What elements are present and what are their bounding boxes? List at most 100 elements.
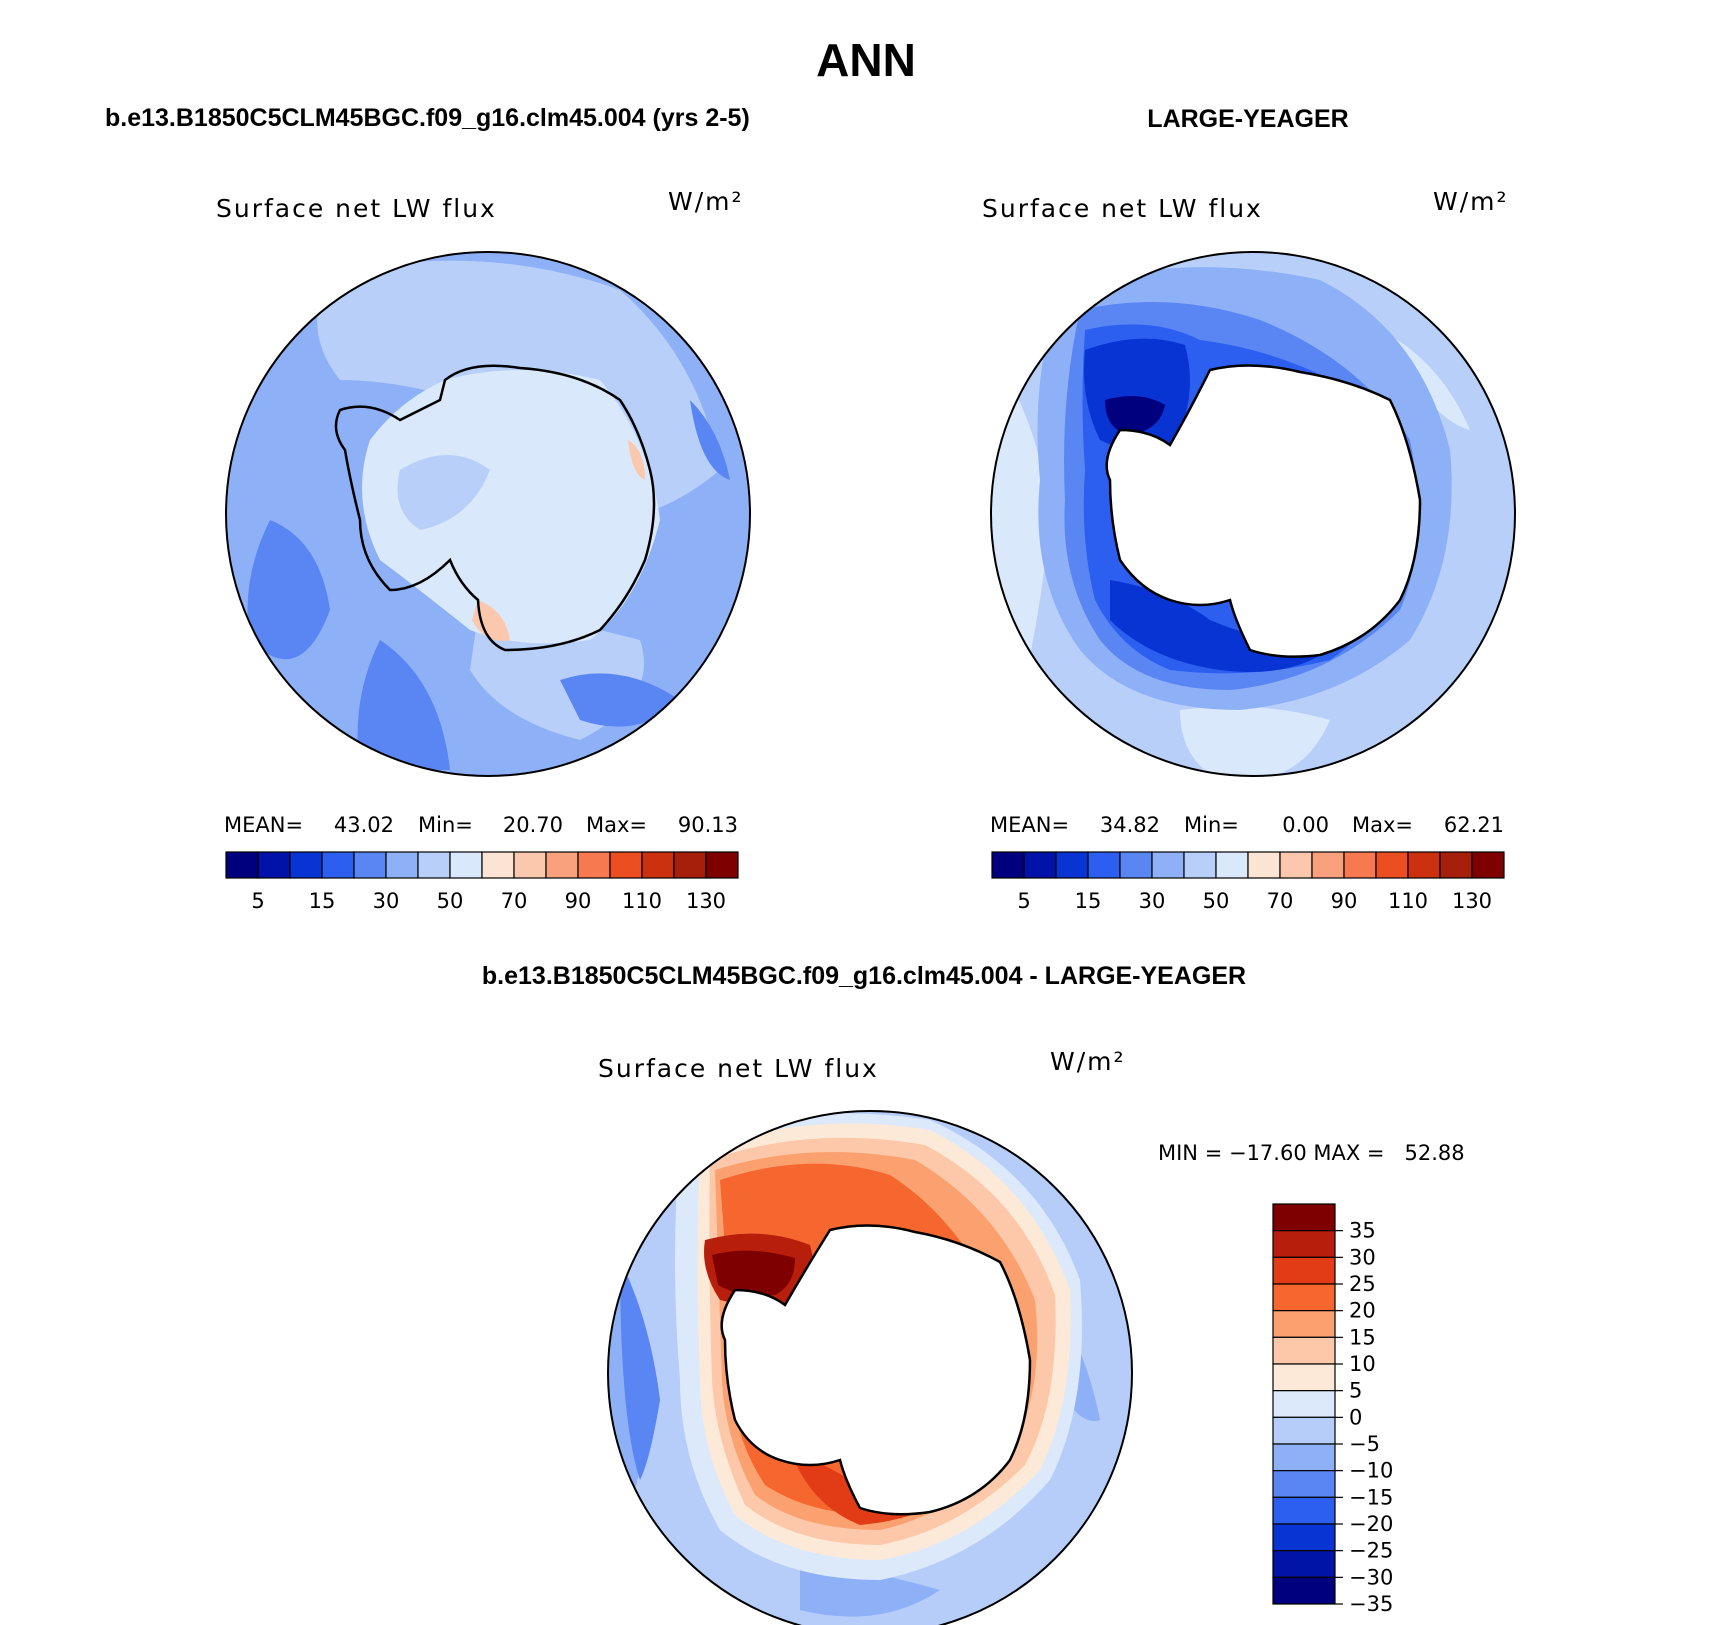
units-label: W/m²: [668, 187, 744, 216]
colorbar-tick-label: −5: [1349, 1432, 1380, 1456]
field-patch: [1106, 365, 1420, 657]
colorbar-tick-label: 10: [1349, 1352, 1376, 1376]
colorbar-swatch: [609, 851, 643, 879]
colorbar-swatch: [353, 851, 387, 879]
colorbar-tick-label: 50: [1203, 889, 1230, 913]
coastline: [1105, 364, 1422, 658]
field-patch: [472, 600, 510, 641]
stat-max-label: Max=: [586, 813, 647, 837]
colorbar-tick-label: −15: [1349, 1485, 1393, 1509]
stat-mean-label: MEAN=: [990, 813, 1069, 837]
colorbar-tick-label: −25: [1349, 1539, 1393, 1563]
colorbar: 5 15 30 50 70 90 110 130: [991, 851, 1505, 913]
stat-min-label: Min=: [418, 813, 473, 837]
colorbar-tick-label: 15: [1349, 1325, 1376, 1349]
field-patch: [620, 1260, 660, 1480]
colorbar-tick-label: −10: [1349, 1459, 1393, 1483]
colorbar-swatch: [641, 851, 675, 879]
colorbar-swatch: [1272, 1523, 1336, 1552]
colorbar-tick-label: 15: [1075, 889, 1102, 913]
stat-max-value: 62.21: [1444, 813, 1504, 837]
colorbar-swatch: [385, 851, 419, 879]
units-label: W/m²: [1050, 1047, 1126, 1076]
variable-label: Surface net LW flux: [982, 194, 1263, 223]
colorbar-tick-label: 15: [309, 889, 336, 913]
colorbar-tick-label: 20: [1349, 1299, 1376, 1323]
field-patch: [247, 520, 330, 660]
stat-min-value: 0.00: [1282, 813, 1329, 837]
colorbar-swatch: [1439, 851, 1473, 879]
field-patch: [357, 640, 450, 770]
variable-label: Surface net LW flux: [216, 194, 497, 223]
colorbar-tick-label: 30: [1139, 889, 1166, 913]
field-patch: [721, 1225, 1030, 1515]
colorbar-swatch: [1311, 851, 1345, 879]
colorbar-swatch: [1279, 851, 1313, 879]
colorbar-swatch: [1272, 1310, 1336, 1338]
colorbar-swatch: [1272, 1550, 1336, 1578]
colorbar-swatch: [1272, 1576, 1336, 1605]
colorbar-swatch: [513, 851, 547, 879]
field-patch: [1084, 338, 1190, 452]
page-title: ANN: [816, 34, 916, 86]
colorbar-swatch: [1272, 1203, 1336, 1232]
colorbar-tick-label: 5: [251, 889, 264, 913]
colorbar-tick-label: −35: [1349, 1592, 1393, 1616]
stat-min-value: 20.70: [503, 813, 563, 837]
colorbar-swatch: [1343, 851, 1377, 879]
field-patch: [628, 440, 645, 480]
colorbar-swatch: [705, 851, 739, 879]
colorbar-swatch: [1023, 851, 1057, 879]
colorbar-swatch: [1272, 1416, 1336, 1445]
colorbar-swatch: [1151, 851, 1185, 879]
colorbar-swatch: [1272, 1363, 1336, 1392]
colorbar-swatch: [1272, 1336, 1336, 1365]
colorbar-swatch: [1272, 1256, 1336, 1285]
map-boundary: [607, 1110, 1133, 1625]
colorbar-tick-label: 30: [373, 889, 400, 913]
colorbar-swatch: [321, 851, 355, 879]
coastline: [720, 1224, 1032, 1516]
stat-mean-label: MEAN=: [224, 813, 303, 837]
field-patch: [1105, 396, 1165, 435]
colorbar-swatch: [1471, 851, 1505, 879]
polar-map: [225, 251, 751, 777]
colorbar-swatch: [1119, 851, 1153, 879]
coastline: [334, 364, 656, 652]
colorbar-tick-label: 50: [437, 889, 464, 913]
colorbar-tick-label: 90: [565, 889, 592, 913]
colorbar-tick-label: 35: [1349, 1219, 1376, 1243]
field-patch: [712, 1250, 795, 1296]
colorbar-tick-label: 130: [686, 889, 726, 913]
field-patch: [690, 400, 730, 480]
panel-model: b.e13.B1850C5CLM45BGC.f09_g16.clm45.004 …: [105, 104, 751, 913]
units-label: W/m²: [1433, 187, 1509, 216]
colorbar-swatch: [1407, 851, 1441, 879]
panel-heading: b.e13.B1850C5CLM45BGC.f09_g16.clm45.004 …: [105, 104, 750, 132]
colorbar-swatch: [1272, 1230, 1336, 1258]
stat-max-value: 90.13: [678, 813, 738, 837]
polar-map: [607, 1110, 1133, 1625]
field-patch: [397, 455, 490, 530]
colorbar-tick-label: 90: [1331, 889, 1358, 913]
colorbar-swatch: [289, 851, 323, 879]
colorbar-swatch: [1272, 1470, 1336, 1498]
panel-difference: b.e13.B1850C5CLM45BGC.f09_g16.clm45.004 …: [482, 962, 1465, 1625]
field-patch: [362, 370, 660, 644]
colorbar-swatch: [1272, 1283, 1336, 1312]
panel-heading: LARGE-YEAGER: [1147, 105, 1348, 133]
stat-max-label: Max=: [1352, 813, 1413, 837]
colorbar-tick-label: 110: [622, 889, 662, 913]
colorbar-swatch: [1272, 1496, 1336, 1525]
colorbar-swatch: [1215, 851, 1249, 879]
colorbar: 5 15 30 50 70 90 110 130: [225, 851, 739, 913]
colorbar-tick-label: 110: [1388, 889, 1428, 913]
stat-mean-value: 43.02: [334, 813, 394, 837]
colorbar-tick-label: 30: [1349, 1245, 1376, 1269]
colorbar-swatch: [1055, 851, 1089, 879]
colorbar-swatch: [1247, 851, 1281, 879]
map-boundary: [990, 251, 1516, 777]
colorbar-swatch: [545, 851, 579, 879]
